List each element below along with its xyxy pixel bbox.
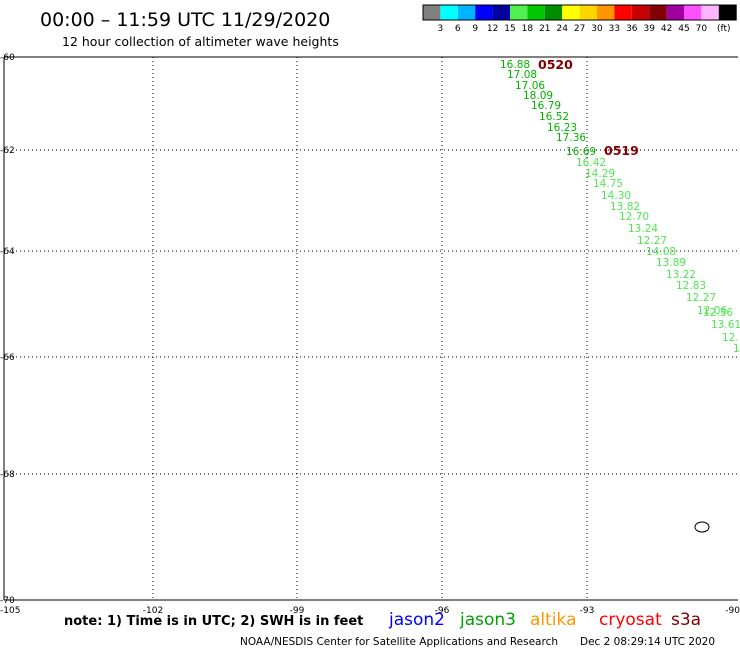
- legend-border: [422, 4, 737, 21]
- footer-note: note: 1) Time is in UTC; 2) SWH is in fe…: [64, 614, 363, 629]
- swh-value: 17.08: [507, 69, 537, 81]
- lon-label-102: -102: [143, 606, 163, 616]
- longitude-labels: -105 -102 -99 -96 -93 -90: [0, 606, 740, 616]
- lon-label-90: -90: [725, 606, 740, 616]
- legend-swatch: [718, 5, 737, 20]
- lat-label-60: -60: [0, 53, 15, 63]
- swh-value: 16.52: [539, 111, 569, 123]
- swh-value: 16.23: [547, 122, 577, 134]
- legend-tick-label: 9: [472, 24, 478, 34]
- lon-label-96: -96: [435, 606, 450, 616]
- lat-label-70: -70: [0, 596, 15, 606]
- lat-label-68: -68: [0, 470, 15, 480]
- legend-tick-label: 33: [609, 24, 620, 34]
- altimeter-observations: 16.8817.0817.0618.0916.7916.5216.2317.36…: [500, 59, 740, 355]
- swh-value: 14.30: [601, 190, 631, 202]
- graticule: [4, 57, 738, 600]
- legend-tick-label: 70: [696, 24, 708, 34]
- latitude-labels: -60 -62 -64 -66 -68 -70: [0, 53, 15, 606]
- legend-swatch: [423, 5, 441, 20]
- legend-swatch: [510, 5, 528, 20]
- color-scale-legend: 3 6 9 12 15 18 21 24 27 30 33 36 39 42 45 70: [422, 4, 737, 34]
- credit-line: NOAA/NESDIS Center for Satellite Applica…: [240, 636, 558, 648]
- legend-tick-label: 45: [678, 24, 689, 34]
- satellite-jason2: jason2: [388, 610, 445, 630]
- swh-value: 12.06: [697, 305, 727, 317]
- legend-tick-label: 36: [626, 24, 638, 34]
- legend-tick-label: 30: [591, 24, 603, 34]
- swh-value: 13.89: [656, 257, 686, 269]
- lon-label-93: -93: [580, 606, 595, 616]
- legend-tick-label: 21: [539, 24, 550, 34]
- legend-tick-label: 39: [643, 24, 655, 34]
- satellite-cryosat: cryosat: [599, 610, 662, 630]
- legend-swatch: [684, 5, 702, 20]
- swh-value: 12.27: [686, 292, 716, 304]
- satellite-jason3: jason3: [459, 610, 516, 630]
- map-subtitle: 12 hour collection of altimeter wave hei…: [62, 34, 339, 49]
- legend-swatch: [492, 5, 510, 20]
- lat-label-66: -66: [0, 353, 15, 363]
- swh-value: 13.82: [610, 201, 640, 213]
- legend-swatch: [614, 5, 632, 20]
- swh-value: 12.36: [703, 307, 733, 319]
- lon-label-105: -105: [0, 606, 20, 616]
- swh-value: 16.42: [576, 157, 606, 169]
- swh-value: 12.70: [619, 211, 649, 223]
- map-frame: [3, 56, 738, 601]
- legend-swatch: [440, 5, 458, 20]
- lon-label-99: -99: [290, 606, 305, 616]
- swh-value: 12.83: [676, 280, 706, 292]
- swh-value: 13.61: [711, 319, 740, 331]
- legend-swatch: [579, 5, 597, 20]
- legend-swatch: [701, 5, 719, 20]
- swh-value: 12.: [722, 332, 739, 344]
- swh-value: 17.36: [556, 132, 586, 144]
- satellite-s3a: s3a: [671, 610, 701, 630]
- pass-label-0519: 0519: [604, 143, 639, 158]
- legend-tick-label: 6: [455, 24, 461, 34]
- legend-swatch: [475, 5, 493, 20]
- generated-timestamp: Dec 2 08:29:14 UTC 2020: [580, 636, 715, 648]
- swh-value: 14.29: [585, 168, 615, 180]
- pass-label-0520: 0520: [538, 57, 573, 72]
- lat-label-64: -64: [0, 247, 15, 257]
- legend-unit: (ft): [717, 24, 731, 34]
- legend-swatch: [649, 5, 667, 20]
- map-title: 00:00 – 11:59 UTC 11/29/2020: [40, 9, 330, 31]
- swh-value: 13.24: [628, 223, 658, 235]
- legend-tick-label: 3: [438, 24, 444, 34]
- legend-swatch: [544, 5, 563, 20]
- swh-value: 14.08: [646, 246, 676, 258]
- legend-tick-label: 42: [661, 24, 672, 34]
- legend-swatch: [457, 5, 476, 20]
- legend-tick-label: 24: [556, 24, 568, 34]
- swh-value: 16.79: [531, 100, 561, 112]
- swh-value: 17.06: [515, 80, 545, 92]
- legend-swatch: [666, 5, 684, 20]
- legend-swatch: [562, 5, 580, 20]
- legend-swatch: [631, 5, 650, 20]
- legend-tick-label: 12: [487, 24, 498, 34]
- swh-value: 18.09: [523, 90, 553, 102]
- swh-value: 12.27: [637, 235, 667, 247]
- satellite-legend: jason2 jason3 altika cryosat s3a: [388, 610, 701, 630]
- legend-tick-label: 15: [504, 24, 515, 34]
- swh-value: 16.88: [500, 59, 530, 71]
- satellite-altika: altika: [530, 610, 577, 630]
- swh-value: 13.22: [666, 269, 696, 281]
- swh-value: 12: [733, 343, 740, 355]
- legend-tick-label: 18: [522, 24, 534, 34]
- legend-swatch: [527, 5, 545, 20]
- legend-swatch: [597, 5, 615, 20]
- swh-value: 14.75: [593, 178, 623, 190]
- swh-value: 16.69: [566, 146, 596, 158]
- legend-tick-label: 27: [574, 24, 585, 34]
- island-outline: [694, 521, 710, 533]
- lat-label-62: -62: [0, 146, 15, 156]
